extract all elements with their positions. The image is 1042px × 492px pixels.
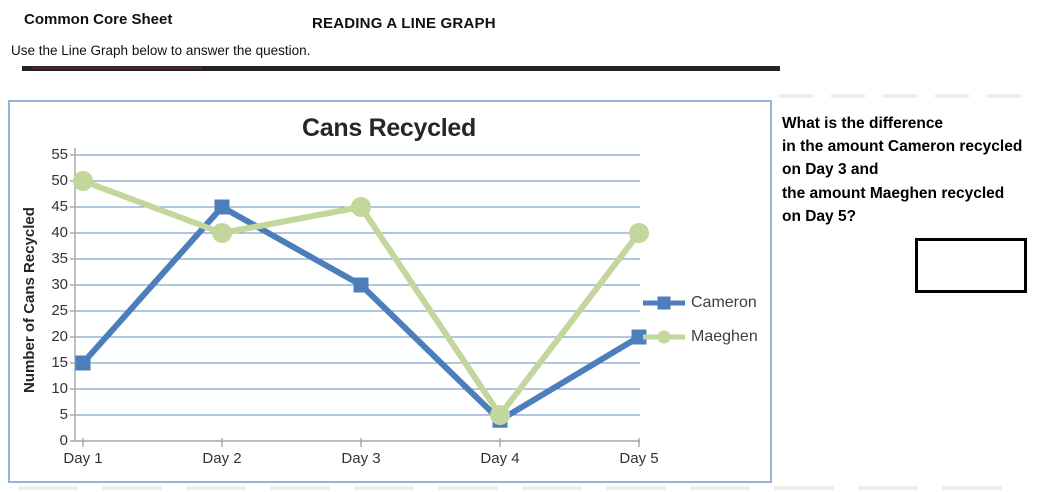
y-tick-label: 20: [51, 328, 68, 345]
y-tick-label: 10: [51, 380, 68, 397]
series-line-cameron: [80, 204, 641, 424]
y-tick-label: 45: [51, 198, 68, 215]
legend-item-maeghen: Maeghen: [642, 328, 758, 346]
data-point-maeghen-day3: [351, 197, 371, 217]
data-point-cameron-day1: [75, 355, 91, 371]
question-line: in the amount Cameron recycled: [782, 138, 1023, 156]
x-tick-label: Day 3: [341, 450, 381, 467]
y-tick-label: 15: [51, 354, 68, 371]
answer-box[interactable]: [915, 238, 1027, 293]
legend-marker-square-icon: [643, 296, 685, 310]
y-tick-label: 30: [51, 276, 68, 293]
x-tick-label: Day 4: [480, 450, 520, 467]
y-tick-label: 40: [51, 224, 68, 241]
chart-title: Cans Recycled: [302, 114, 476, 142]
data-point-maeghen-day1: [73, 171, 93, 191]
data-point-cameron-day5: [631, 329, 647, 345]
question-text: What is the difference in the amount Came…: [782, 112, 1040, 228]
chart-legend: Cameron Maeghen: [642, 294, 758, 346]
data-point-cameron-day3: [353, 277, 369, 293]
data-point-maeghen-day4: [490, 405, 510, 425]
question-line: What is the difference: [782, 115, 944, 132]
legend-marker-circle-icon: [643, 330, 685, 344]
legend-item-cameron: Cameron: [642, 294, 758, 312]
page-title: READING A LINE GRAPH: [312, 15, 496, 32]
y-tick-label: 50: [51, 172, 68, 189]
x-tick-label: Day 1: [63, 450, 103, 467]
legend-label: Maeghen: [691, 328, 758, 345]
chart-canvas: [70, 148, 649, 447]
x-tick-label: Day 2: [202, 450, 242, 467]
data-point-maeghen-day5: [629, 223, 649, 243]
divider-red-tinge: [32, 67, 202, 69]
y-tick-label: 55: [51, 146, 68, 163]
question-line: on Day 3 and: [782, 161, 879, 179]
scan-artifact-top: [779, 94, 1036, 98]
data-point-cameron-day2: [214, 199, 230, 215]
legend-label: Cameron: [691, 294, 757, 311]
data-point-maeghen-day2: [212, 223, 232, 243]
instruction-text: Use the Line Graph below to answer the q…: [11, 43, 311, 58]
scan-artifact-bottom: [18, 486, 1024, 490]
divider-rule: [22, 66, 780, 71]
question-line: the amount Maeghen recycled: [782, 184, 1005, 202]
question-line: on Day 5?: [782, 207, 857, 225]
y-tick-label: 25: [51, 302, 68, 319]
y-tick-label: 5: [59, 406, 68, 423]
brand-title: Common Core Sheet: [24, 11, 173, 28]
y-tick-label: 0: [59, 432, 68, 449]
y-tick-label: 35: [51, 250, 68, 267]
x-tick-label: Day 5: [619, 450, 659, 467]
